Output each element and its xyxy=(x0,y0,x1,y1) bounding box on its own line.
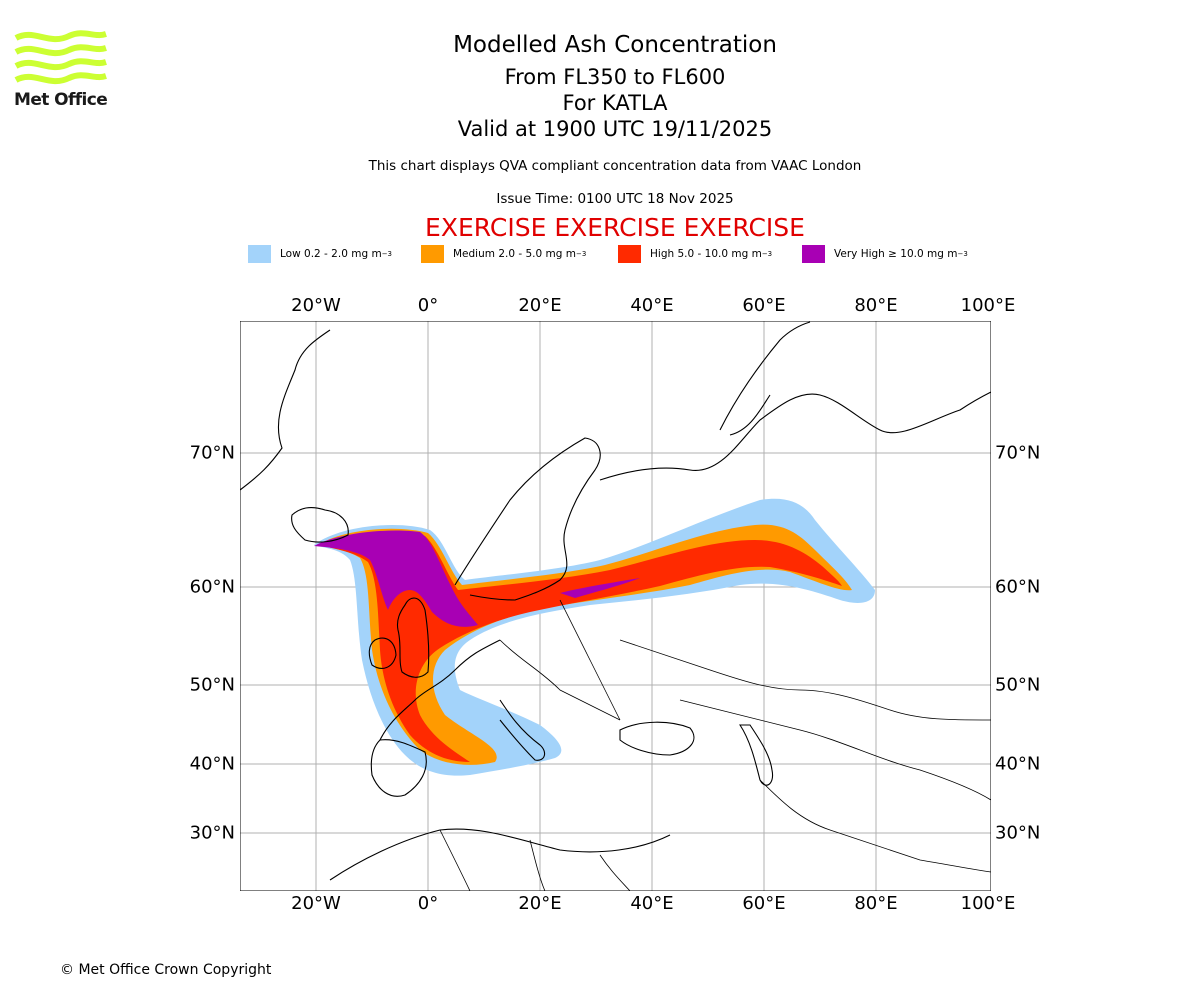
lat-tick-right: 30°N xyxy=(995,822,1041,844)
legend-label-medium: Medium 2.0 - 5.0 mg m xyxy=(453,248,576,260)
lat-tick-right: 40°N xyxy=(995,753,1041,775)
valid-time: Valid at 1900 UTC 19/11/2025 xyxy=(457,117,773,141)
legend-label-low: Low 0.2 - 2.0 mg m xyxy=(280,248,382,260)
legend-swatch-high xyxy=(618,245,641,263)
lon-tick-top: 100°E xyxy=(960,295,1016,316)
lat-tick-left: 60°N xyxy=(189,576,235,598)
lon-tick-top: 40°E xyxy=(630,295,674,316)
coastlines xyxy=(240,321,991,881)
lat-tick-right: 70°N xyxy=(995,442,1041,464)
map-background xyxy=(240,321,991,891)
legend-swatch-medium xyxy=(421,245,444,263)
description: This chart displays QVA compliant concen… xyxy=(368,158,862,174)
legend-item-medium: Medium 2.0 - 5.0 mg m −3 xyxy=(421,244,586,264)
lon-tick-top: 20°E xyxy=(518,295,562,316)
country-borders xyxy=(439,599,991,891)
lon-tick-top: 60°E xyxy=(742,295,786,316)
lon-tick-bottom: 40°E xyxy=(630,893,674,914)
lon-tick-bottom: 20°W xyxy=(291,893,341,914)
legend-unit-exp: −3 xyxy=(761,250,773,258)
lat-tick-right: 60°N xyxy=(995,576,1041,598)
lon-tick-top: 80°E xyxy=(854,295,898,316)
lon-tick-bottom: 20°E xyxy=(518,893,562,914)
legend-swatch-very-high xyxy=(802,245,825,263)
legend-item-high: High 5.0 - 10.0 mg m −3 xyxy=(618,244,772,264)
lat-tick-left: 50°N xyxy=(189,674,235,696)
ash-concentration-map xyxy=(240,321,991,891)
copyright: © Met Office Crown Copyright xyxy=(60,962,272,978)
lat-tick-left: 70°N xyxy=(189,442,235,464)
legend-swatch-low xyxy=(248,245,271,263)
legend-label-high: High 5.0 - 10.0 mg m xyxy=(650,248,762,260)
met-office-logo xyxy=(14,30,108,90)
chart-title: Modelled Ash Concentration xyxy=(453,32,777,58)
lon-tick-bottom: 80°E xyxy=(854,893,898,914)
ash-very-high xyxy=(314,530,640,627)
lat-tick-left: 40°N xyxy=(189,753,235,775)
issue-time: Issue Time: 0100 UTC 18 Nov 2025 xyxy=(496,191,734,207)
volcano-name: For KATLA xyxy=(562,91,668,115)
flight-level-range: From FL350 to FL600 xyxy=(504,65,726,89)
lon-tick-top: 0° xyxy=(417,295,439,316)
lat-tick-left: 30°N xyxy=(189,822,235,844)
legend-unit-exp: −3 xyxy=(381,250,393,258)
lon-tick-bottom: 60°E xyxy=(742,893,786,914)
legend-unit-exp: −3 xyxy=(575,250,587,258)
legend-unit-exp: −3 xyxy=(957,250,968,258)
lon-tick-bottom: 0° xyxy=(417,893,439,914)
lat-tick-right: 50°N xyxy=(995,674,1041,696)
met-office-waves-icon xyxy=(14,30,107,85)
logo-text: Met Office xyxy=(14,90,108,110)
legend-item-very-high: Very High ≥ 10.0 mg m −3 xyxy=(802,244,968,264)
legend-label-very-high: Very High ≥ 10.0 mg m xyxy=(834,248,958,260)
lon-tick-bottom: 100°E xyxy=(960,893,1016,914)
lon-tick-top: 20°W xyxy=(291,295,341,316)
exercise-banner: EXERCISE EXERCISE EXERCISE xyxy=(425,213,805,242)
legend-item-low: Low 0.2 - 2.0 mg m −3 xyxy=(248,244,392,264)
